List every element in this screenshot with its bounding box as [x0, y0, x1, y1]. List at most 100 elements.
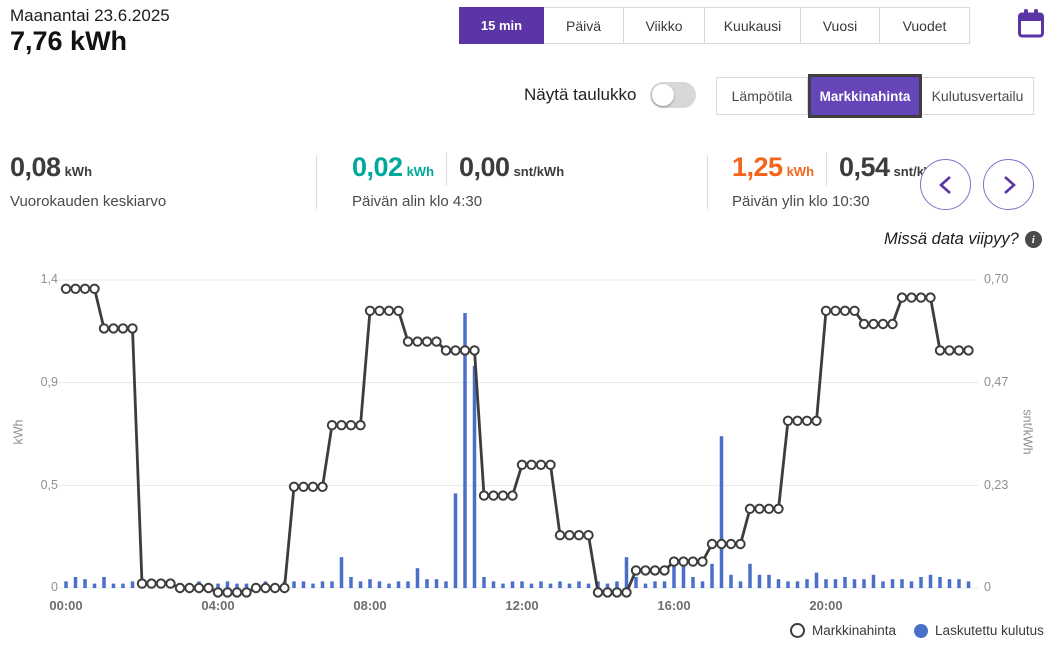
price-marker[interactable] — [754, 503, 765, 515]
tab-viikko[interactable]: Viikko — [624, 7, 705, 44]
price-marker[interactable] — [801, 415, 813, 427]
price-marker[interactable] — [108, 323, 119, 334]
consumption-bar[interactable] — [662, 581, 667, 588]
price-marker[interactable] — [545, 459, 556, 471]
price-marker[interactable] — [725, 538, 737, 550]
price-marker[interactable] — [564, 530, 575, 541]
price-marker[interactable] — [374, 305, 385, 316]
price-marker[interactable] — [896, 292, 908, 303]
price-marker[interactable] — [621, 587, 632, 598]
price-marker[interactable] — [877, 318, 889, 330]
price-marker[interactable] — [716, 538, 727, 550]
show-table-toggle[interactable] — [650, 82, 696, 108]
consumption-bar[interactable] — [947, 579, 952, 588]
legend-consumption[interactable]: Laskutettu kulutus — [914, 623, 1044, 638]
price-marker[interactable] — [649, 565, 661, 576]
consumption-bar[interactable] — [748, 563, 752, 588]
price-marker[interactable] — [868, 318, 879, 330]
consumption-bar[interactable] — [643, 583, 648, 588]
price-marker[interactable] — [763, 503, 775, 515]
price-marker[interactable] — [963, 345, 974, 356]
price-marker[interactable] — [811, 415, 822, 427]
price-marker[interactable] — [402, 336, 414, 347]
price-marker[interactable] — [611, 587, 623, 598]
consumption-bar[interactable] — [406, 581, 410, 588]
consumption-bar[interactable] — [225, 581, 230, 588]
price-marker[interactable] — [592, 587, 604, 598]
consumption-bar[interactable] — [320, 581, 325, 588]
price-marker[interactable] — [326, 420, 338, 431]
price-marker[interactable] — [241, 587, 252, 598]
button-kulutusvertailu[interactable]: Kulutusvertailu — [922, 77, 1034, 115]
consumption-bar[interactable] — [567, 583, 572, 588]
price-marker[interactable] — [516, 459, 528, 471]
consumption-bar[interactable] — [786, 581, 790, 588]
consumption-bar[interactable] — [919, 577, 923, 588]
price-marker[interactable] — [269, 582, 281, 594]
price-marker[interactable] — [583, 530, 594, 541]
consumption-bar[interactable] — [453, 493, 458, 588]
consumption-bar[interactable] — [767, 574, 771, 588]
price-marker[interactable] — [317, 481, 328, 493]
consumption-bar[interactable] — [491, 581, 496, 588]
consumption-bar[interactable] — [111, 583, 116, 588]
price-marker[interactable] — [906, 292, 917, 303]
consumption-bar[interactable] — [444, 581, 448, 588]
price-marker[interactable] — [298, 481, 309, 493]
consumption-bar[interactable] — [653, 581, 657, 588]
consumption-bar[interactable] — [843, 577, 847, 588]
price-marker[interactable] — [212, 587, 224, 598]
consumption-bar[interactable] — [73, 577, 78, 588]
previous-day-button[interactable] — [920, 159, 971, 210]
price-marker[interactable] — [393, 305, 404, 316]
price-marker[interactable] — [146, 578, 157, 589]
consumption-bar[interactable] — [719, 436, 724, 588]
price-marker[interactable] — [697, 556, 708, 567]
consumption-bar[interactable] — [244, 583, 249, 588]
price-marker[interactable] — [602, 587, 613, 598]
consumption-bar[interactable] — [586, 583, 591, 588]
price-marker[interactable] — [70, 283, 81, 294]
consumption-bar[interactable] — [862, 579, 866, 588]
price-marker[interactable] — [79, 283, 91, 294]
price-marker[interactable] — [849, 305, 860, 316]
consumption-bar[interactable] — [577, 581, 581, 588]
consumption-bar[interactable] — [757, 574, 762, 588]
consumption-bar[interactable] — [558, 581, 562, 588]
consumption-bar[interactable] — [852, 579, 857, 588]
consumption-bar[interactable] — [957, 579, 961, 588]
legend-price[interactable]: Markkinahinta — [790, 623, 896, 638]
consumption-bar[interactable] — [510, 581, 515, 588]
price-marker[interactable] — [60, 283, 72, 294]
consumption-bar[interactable] — [121, 583, 125, 588]
price-marker[interactable] — [307, 481, 319, 493]
price-marker[interactable] — [934, 345, 946, 356]
consumption-bar[interactable] — [691, 577, 695, 588]
price-marker[interactable] — [678, 556, 689, 567]
price-marker[interactable] — [155, 578, 167, 589]
consumption-bar[interactable] — [824, 579, 828, 588]
price-marker[interactable] — [630, 565, 642, 576]
consumption-bar[interactable] — [368, 579, 372, 588]
price-marker[interactable] — [260, 582, 271, 594]
price-marker[interactable] — [478, 490, 490, 501]
consumption-bar[interactable] — [102, 577, 106, 588]
price-marker[interactable] — [279, 582, 290, 594]
consumption-bar[interactable] — [624, 557, 629, 588]
consumption-bar[interactable] — [605, 583, 610, 588]
price-marker[interactable] — [782, 415, 794, 427]
price-marker[interactable] — [944, 345, 955, 356]
price-marker[interactable] — [165, 578, 176, 589]
price-marker[interactable] — [250, 582, 262, 594]
consumption-bar[interactable] — [339, 557, 344, 588]
price-marker[interactable] — [288, 481, 300, 493]
consumption-bar[interactable] — [729, 574, 733, 588]
price-marker[interactable] — [554, 530, 566, 541]
consumption-bar[interactable] — [415, 568, 420, 588]
consumption-bar[interactable] — [482, 577, 486, 588]
consumption-bar[interactable] — [681, 566, 686, 588]
price-marker[interactable] — [364, 305, 376, 316]
button-markkinahinta[interactable]: Markkinahinta — [808, 74, 922, 118]
price-marker[interactable] — [421, 336, 433, 347]
consumption-bar[interactable] — [814, 572, 819, 588]
